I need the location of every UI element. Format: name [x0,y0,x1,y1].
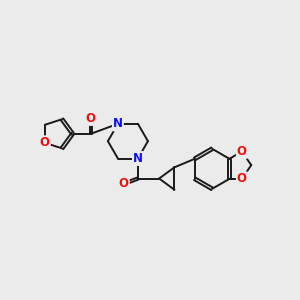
Text: O: O [119,177,129,190]
Text: O: O [86,112,96,125]
Text: O: O [237,145,247,158]
Text: O: O [237,172,247,185]
Text: N: N [133,152,143,165]
Text: O: O [40,136,50,149]
Text: N: N [113,117,123,130]
